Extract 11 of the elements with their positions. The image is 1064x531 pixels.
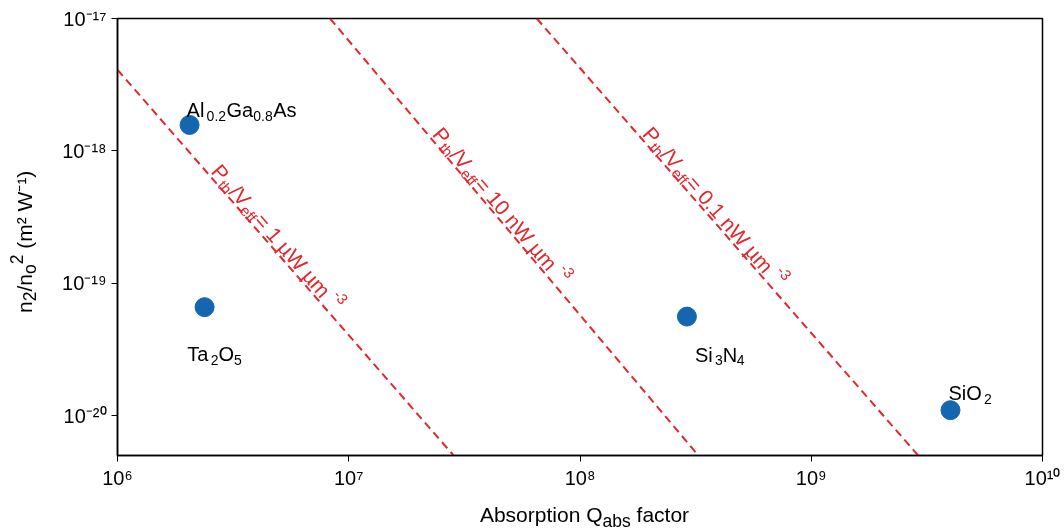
y-tick-label: 10⁻²⁰ (63, 404, 107, 427)
y-tick-label: 10⁻¹⁹ (62, 272, 107, 295)
text: Pth/Veff = 0.1 nW µm-3 (638, 122, 796, 284)
x-tick-label: 10⁸ (564, 466, 596, 489)
x-axis-title: Absorption Q$_{abs}$ factor (478, 502, 691, 531)
x-tick-label: 10¹⁰ (1024, 466, 1061, 489)
y-tick-label: 10⁻¹⁷ (63, 7, 107, 30)
x-tick-label: 10⁷ (334, 466, 364, 489)
x-tick-label: 10⁶ (102, 466, 133, 489)
x-tick-label: 10⁹ (795, 466, 827, 489)
y-tick-label: 10⁻¹⁸ (62, 139, 107, 162)
